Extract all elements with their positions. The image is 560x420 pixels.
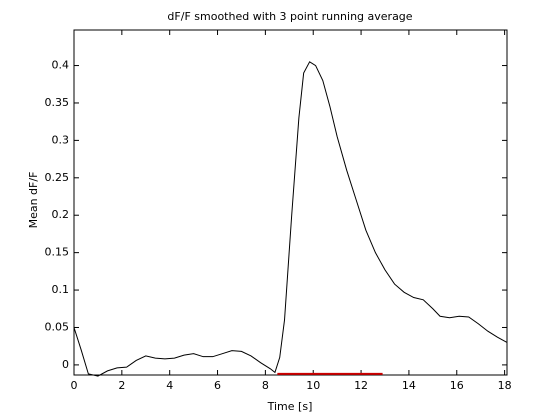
x-axis-label: Time [s] [267,400,313,413]
x-tick-label: 6 [214,379,221,392]
y-tick-label: 0.05 [45,320,70,333]
y-tick-label: 0.35 [45,96,70,109]
y-axis-label: Mean dF/F [27,172,40,229]
y-tick-label: 0 [62,358,69,371]
plot-area [73,29,508,376]
x-tick-label: 18 [498,379,512,392]
y-tick-label: 0.1 [52,283,70,296]
x-tick-label: 0 [71,379,78,392]
y-tick-label: 0.25 [45,171,70,184]
x-tick-label: 10 [306,379,320,392]
y-tick-label: 0.2 [52,208,70,221]
y-tick-label: 0.4 [52,59,70,72]
y-tick-label: 0.3 [52,133,70,146]
x-tick-label: 16 [450,379,464,392]
x-tick-label: 4 [166,379,173,392]
x-tick-label: 8 [262,379,269,392]
y-tick-label: 0.15 [45,246,70,259]
x-tick-label: 2 [118,379,125,392]
chart-title: dF/F smoothed with 3 point running avera… [167,10,412,23]
data-line [73,61,508,377]
x-tick-label: 12 [354,379,368,392]
x-tick-label: 14 [402,379,416,392]
